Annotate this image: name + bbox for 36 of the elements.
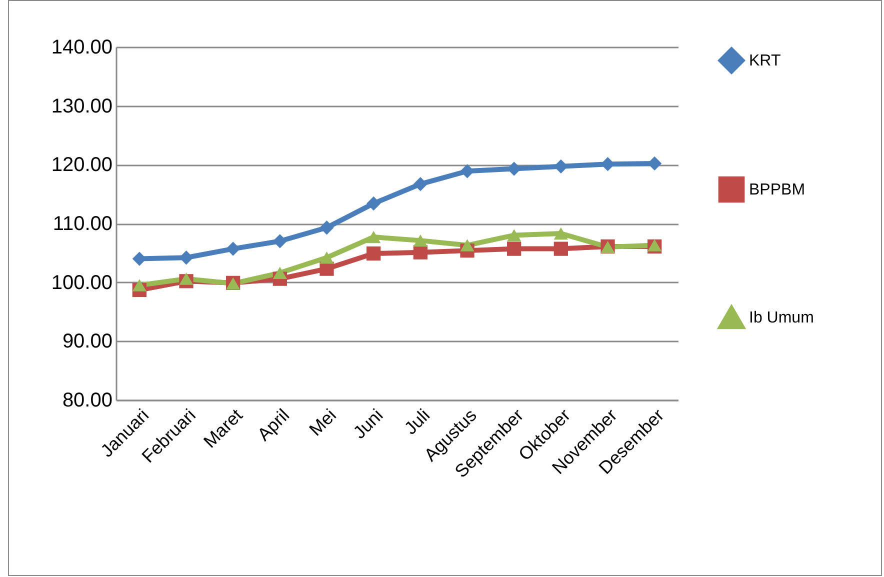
point <box>460 164 474 178</box>
point <box>272 234 287 248</box>
point <box>320 220 334 235</box>
point <box>413 245 428 260</box>
point <box>366 230 381 244</box>
point <box>554 242 568 256</box>
y-tick-label: 90.00 <box>62 330 112 353</box>
legend-label: KRT <box>749 52 781 70</box>
y-tick-label: 100.00 <box>51 272 112 294</box>
y-tick-label: 80.00 <box>62 390 112 412</box>
point <box>648 156 662 171</box>
point <box>320 252 334 264</box>
y-tick-label: 110.00 <box>52 213 112 235</box>
point <box>507 242 522 256</box>
point <box>179 272 194 285</box>
point <box>272 266 287 280</box>
x-tick-label: Juni <box>349 405 387 443</box>
point <box>226 242 240 256</box>
x-tick-label: Mei <box>305 405 340 440</box>
point <box>366 196 381 211</box>
point <box>648 239 662 252</box>
point <box>366 246 381 261</box>
legend-label: BPPBM <box>749 182 806 198</box>
point <box>413 177 428 192</box>
point <box>413 234 428 247</box>
y-tick-label: 130.00 <box>51 95 112 118</box>
point <box>132 252 146 266</box>
point <box>132 279 146 292</box>
point <box>507 229 522 242</box>
point <box>554 227 568 240</box>
point <box>179 250 194 265</box>
point <box>554 159 568 174</box>
y-tick-label: 120.00 <box>51 154 112 176</box>
point <box>460 239 474 252</box>
y-tick-label: 140.00 <box>51 36 112 58</box>
legend-label: Ib Umum <box>749 310 814 326</box>
